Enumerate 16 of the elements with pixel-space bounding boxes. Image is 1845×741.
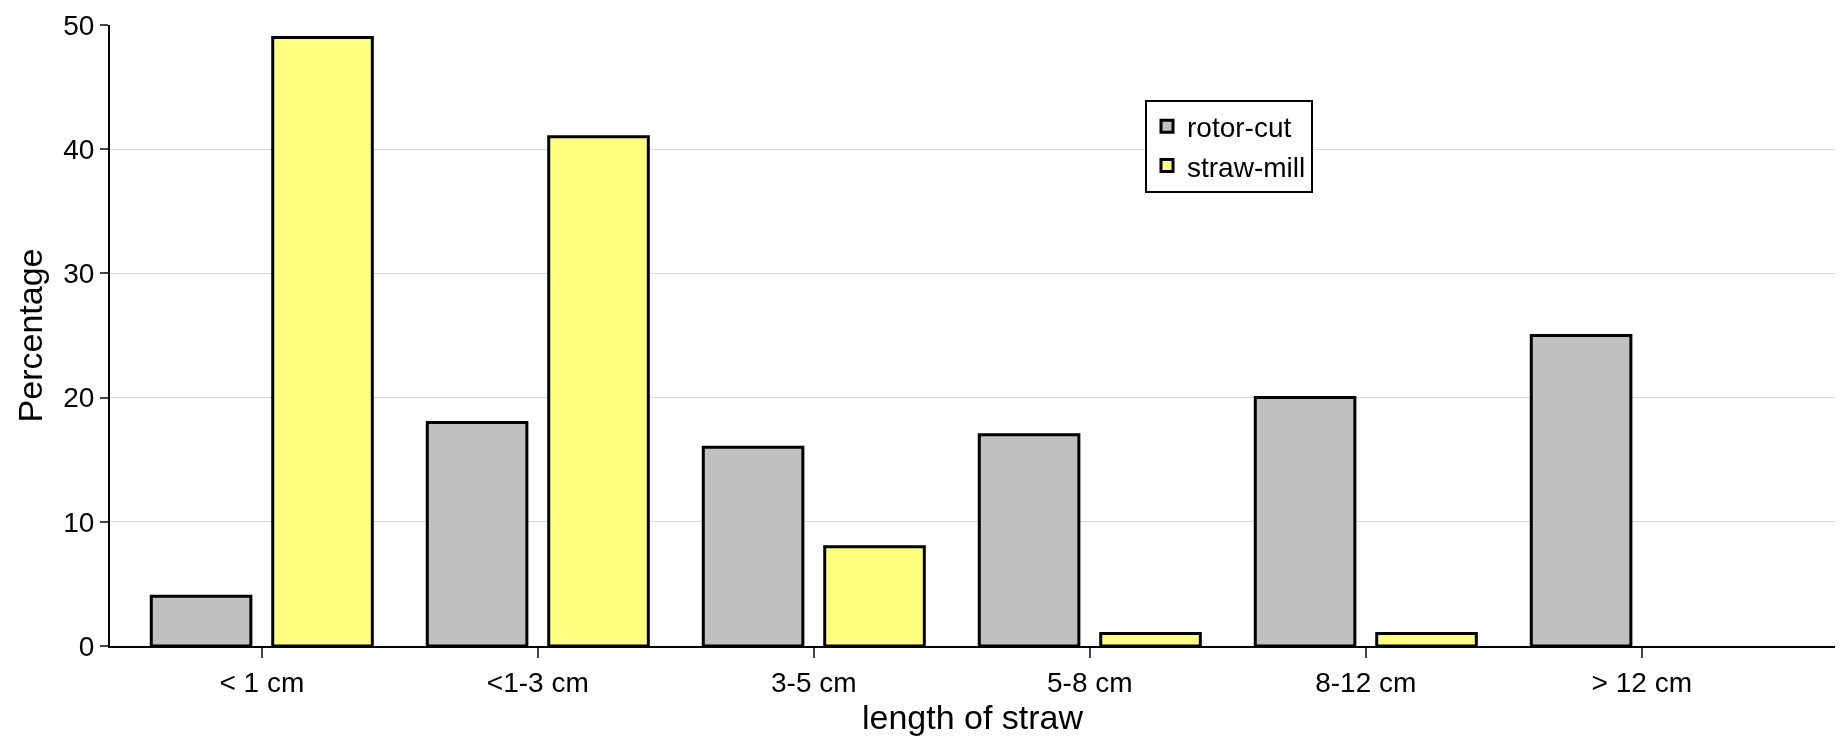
x-tick-label: > 12 cm — [1591, 666, 1692, 698]
x-tick-label: < 1 cm — [219, 666, 305, 698]
x-tick-label: <1-3 cm — [486, 666, 589, 698]
y-tick-label: 50 — [63, 9, 95, 41]
x-tick-label: 8-12 cm — [1315, 666, 1417, 698]
y-tick-label: 30 — [63, 258, 95, 290]
y-tick-label: 0 — [78, 630, 95, 662]
legend-label: rotor-cut — [1187, 112, 1292, 144]
y-tick-label: 40 — [63, 134, 95, 165]
legend-label: straw-mill — [1187, 151, 1306, 183]
y-axis-title: Percentage — [11, 248, 50, 423]
y-tick-label: 20 — [63, 382, 95, 414]
x-tick-label: 3-5 cm — [771, 666, 857, 698]
x-axis-title: length of straw — [861, 697, 1084, 736]
x-tick-label: 5-8 cm — [1047, 666, 1133, 698]
y-tick-label: 10 — [63, 506, 95, 538]
